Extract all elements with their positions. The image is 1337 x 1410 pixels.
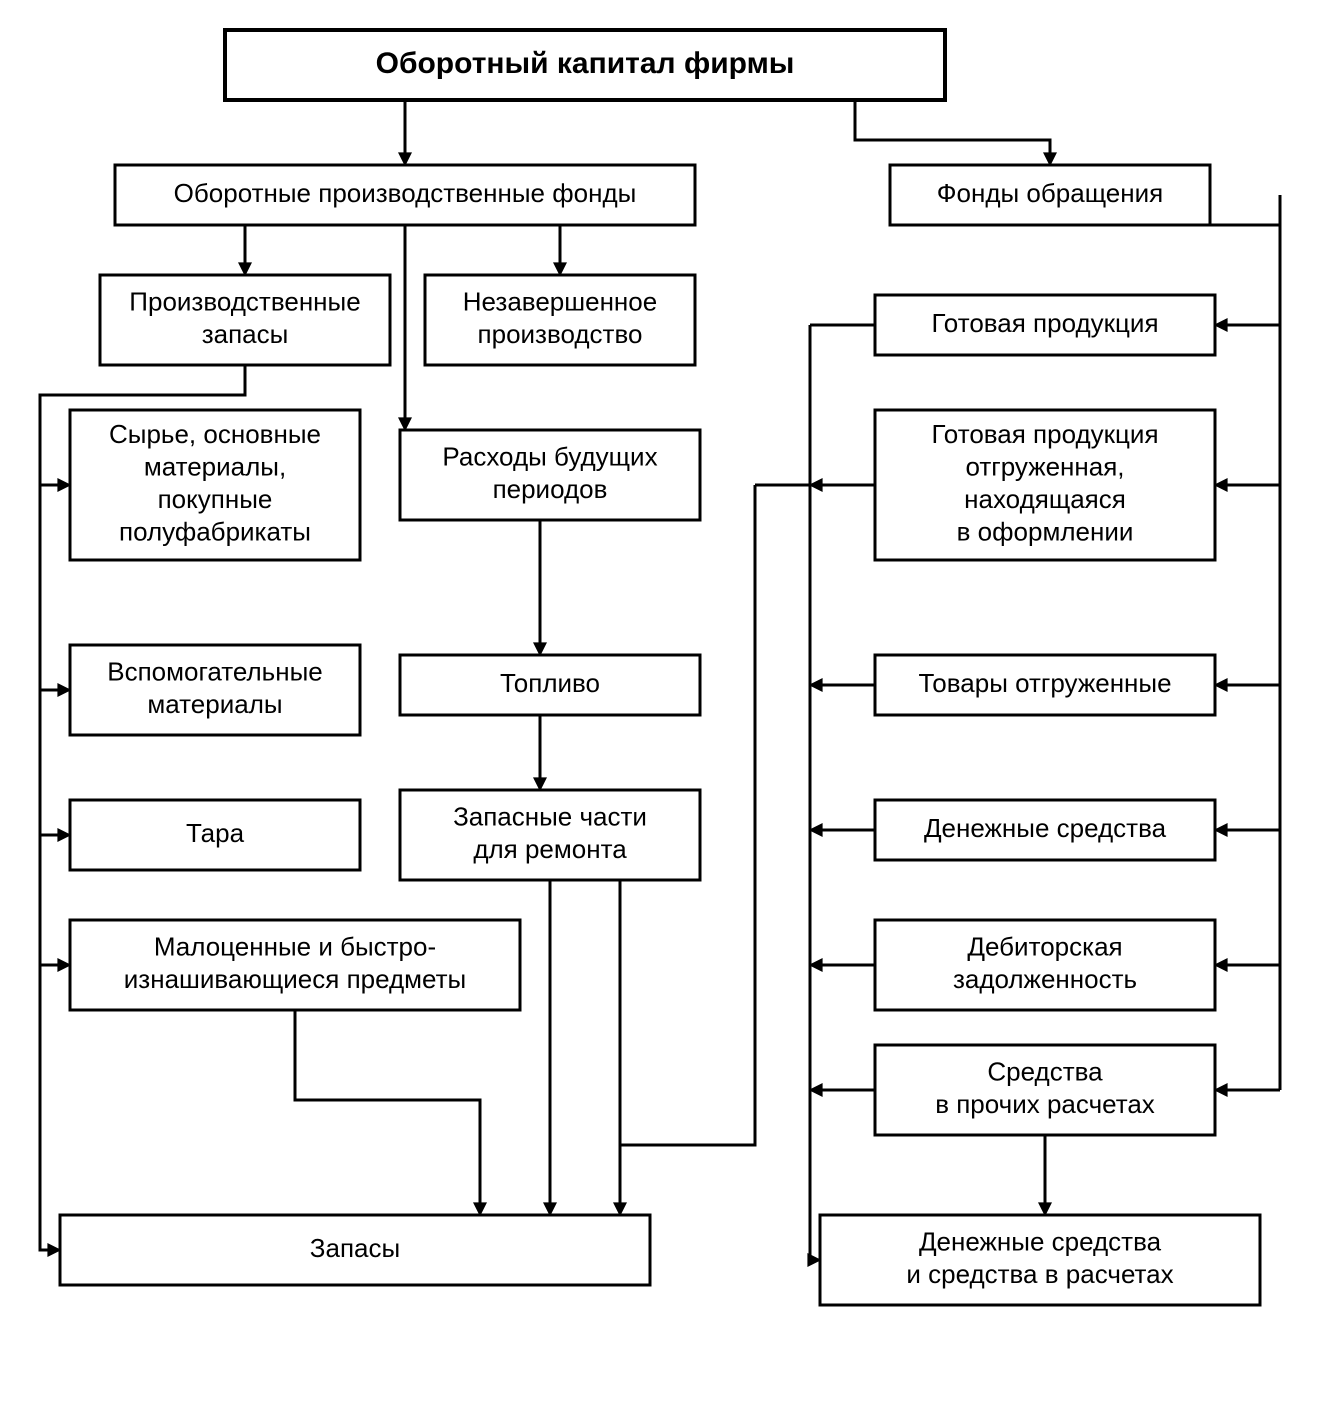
node-label-pz-line1: запасы: [202, 319, 289, 349]
node-label-spr-line1: в прочих расчетах: [935, 1089, 1155, 1119]
node-label-gpo-line3: в оформлении: [957, 517, 1134, 547]
node-deb: Дебиторскаязадолженность: [875, 920, 1215, 1010]
node-label-root-line0: Оборотный капитал фирмы: [376, 47, 795, 80]
node-fo: Фонды обращения: [890, 165, 1210, 225]
node-label-syrie-line0: Сырье, основные: [109, 419, 321, 449]
node-label-gpo-line1: отгруженная,: [965, 452, 1124, 482]
node-label-syrie-line2: покупные: [158, 484, 273, 514]
node-label-fo-line0: Фонды обращения: [937, 178, 1163, 208]
node-label-deb-line0: Дебиторская: [967, 932, 1122, 962]
node-gp: Готовая продукция: [875, 295, 1215, 355]
node-label-dsr-line1: и средства в расчетах: [906, 1259, 1173, 1289]
node-pz: Производственныезапасы: [100, 275, 390, 365]
node-label-gp-line0: Готовая продукция: [931, 308, 1158, 338]
node-label-tov-line0: Товары отгруженные: [918, 668, 1171, 698]
node-label-miz-line1: изнашивающиеся предметы: [124, 964, 466, 994]
node-label-rbp-line0: Расходы будущих: [442, 442, 657, 472]
node-label-vsp-line0: Вспомогательные: [107, 657, 322, 687]
node-syrie: Сырье, основныематериалы,покупныеполуфаб…: [70, 410, 360, 560]
node-label-np-line1: производство: [478, 319, 643, 349]
node-dsr: Денежные средстваи средства в расчетах: [820, 1215, 1260, 1305]
node-tov: Товары отгруженные: [875, 655, 1215, 715]
node-label-gpo-line2: находящаяся: [964, 484, 1126, 514]
node-label-tara-line0: Тара: [186, 818, 245, 848]
node-label-pz-line0: Производственные: [129, 287, 360, 317]
node-tara: Тара: [70, 800, 360, 870]
node-label-gpo-line0: Готовая продукция: [931, 419, 1158, 449]
node-label-syrie-line3: полуфабрикаты: [119, 517, 311, 547]
node-label-opf-line0: Оборотные производственные фонды: [174, 178, 637, 208]
node-label-den-line0: Денежные средства: [924, 813, 1167, 843]
node-vsp: Вспомогательныематериалы: [70, 645, 360, 735]
node-miz: Малоценные и быстро-изнашивающиеся предм…: [70, 920, 520, 1010]
node-den: Денежные средства: [875, 800, 1215, 860]
diagram-canvas: Оборотный капитал фирмы Оборотные произво…: [0, 0, 1337, 1410]
node-opf: Оборотные производственные фонды: [115, 165, 695, 225]
node-spr: Средствав прочих расчетах: [875, 1045, 1215, 1135]
node-label-syrie-line1: материалы,: [144, 452, 286, 482]
node-np: Незавершенноепроизводство: [425, 275, 695, 365]
node-label-spr-line0: Средства: [987, 1057, 1103, 1087]
node-label-zap-line0: Запасные части: [453, 802, 647, 832]
node-root: Оборотный капитал фирмы: [225, 30, 945, 100]
node-label-fuel-line0: Топливо: [500, 668, 600, 698]
node-label-zapasy-line0: Запасы: [310, 1233, 400, 1263]
node-label-miz-line0: Малоценные и быстро-: [154, 932, 436, 962]
node-label-rbp-line1: периодов: [493, 474, 608, 504]
node-label-dsr-line0: Денежные средства: [919, 1227, 1162, 1257]
node-label-np-line0: Незавершенное: [463, 287, 657, 317]
node-gpo: Готовая продукцияотгруженная,находящаяся…: [875, 410, 1215, 560]
node-zap: Запасные частидля ремонта: [400, 790, 700, 880]
node-zapasy: Запасы: [60, 1215, 650, 1285]
node-label-vsp-line1: материалы: [147, 689, 282, 719]
node-label-deb-line1: задолженность: [953, 964, 1137, 994]
node-fuel: Топливо: [400, 655, 700, 715]
node-label-zap-line1: для ремонта: [473, 834, 627, 864]
node-rbp: Расходы будущихпериодов: [400, 430, 700, 520]
